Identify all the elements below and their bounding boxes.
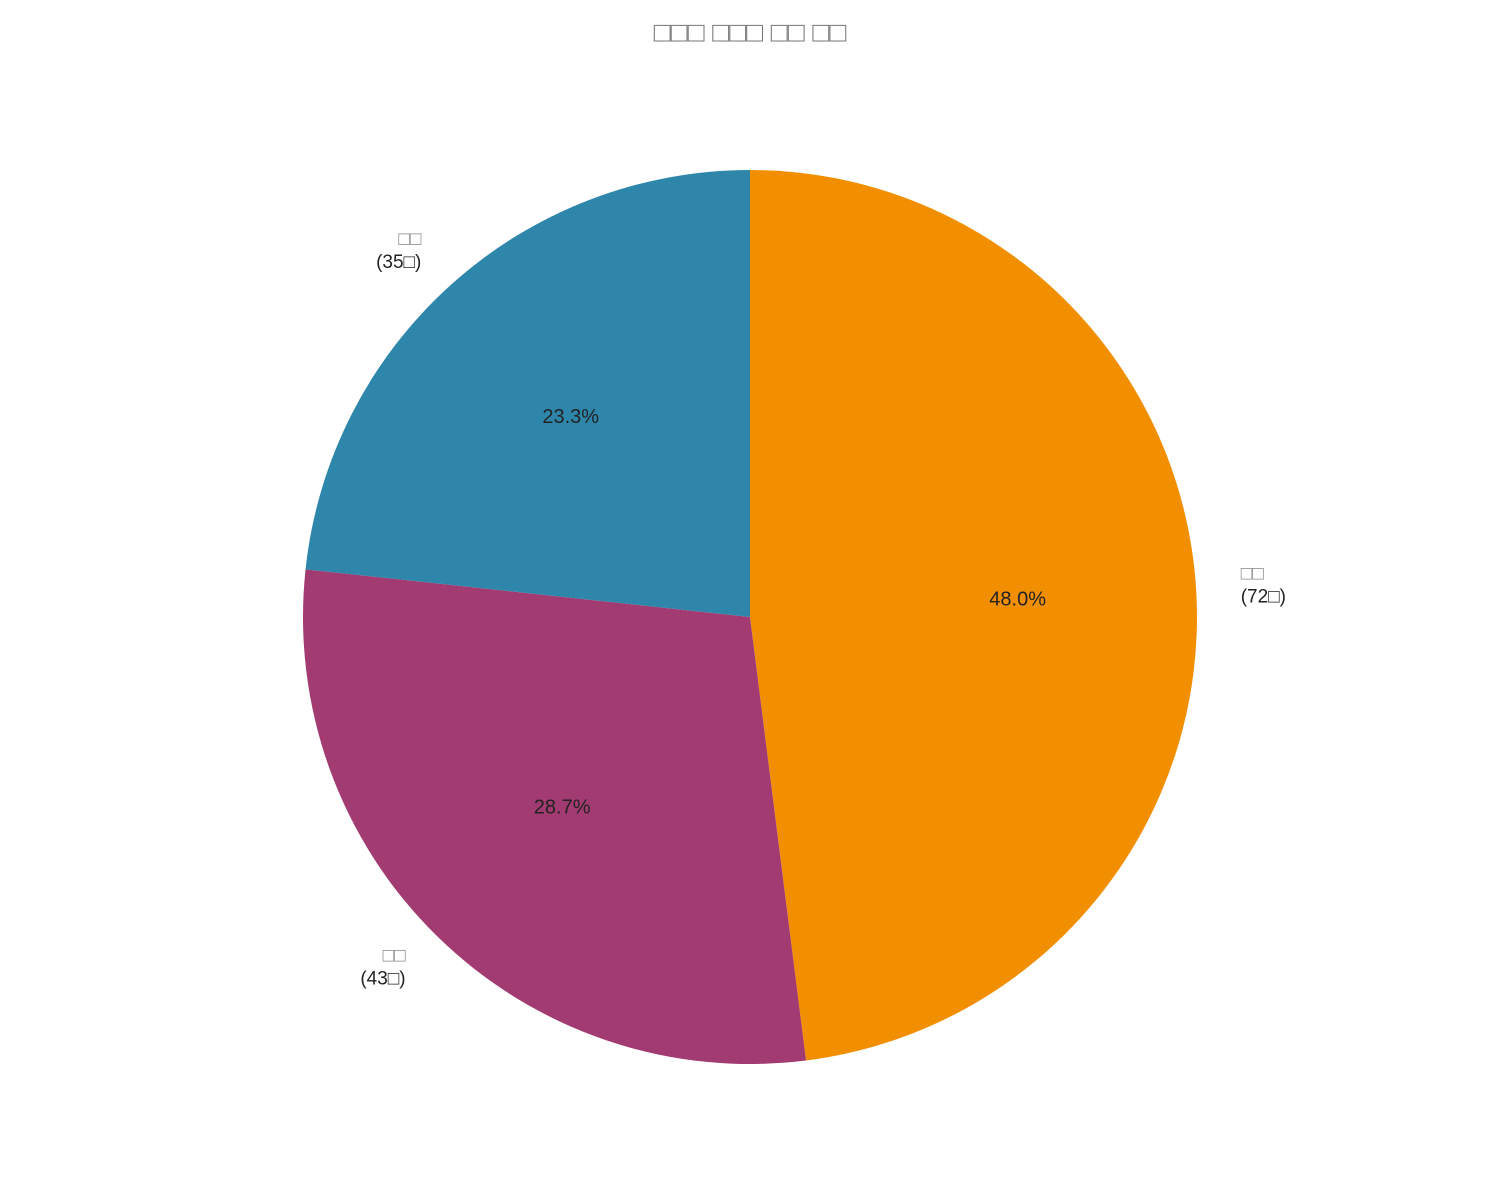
category-label: □□ (35□) [376, 229, 422, 273]
pie-slice [303, 569, 807, 1064]
category-label: □□ (43□) [360, 945, 406, 989]
value-label: 28.7% [534, 797, 591, 819]
category-label-line: (35□) [376, 252, 421, 273]
value-label: 23.3% [542, 406, 599, 428]
chart-title: □□□ □□□ □□ □□ [654, 16, 847, 47]
category-label-line: (72□) [1241, 587, 1286, 608]
category-label-line: □□ [398, 229, 421, 250]
category-label-line: □□ [383, 945, 406, 966]
value-label: 48.0% [989, 588, 1046, 610]
category-label: □□ (72□) [1241, 564, 1286, 608]
category-label-line: □□ [1241, 564, 1264, 585]
pie-slice [305, 170, 750, 617]
category-label-line: (43□) [360, 968, 405, 989]
pie-slice [750, 170, 1197, 1061]
